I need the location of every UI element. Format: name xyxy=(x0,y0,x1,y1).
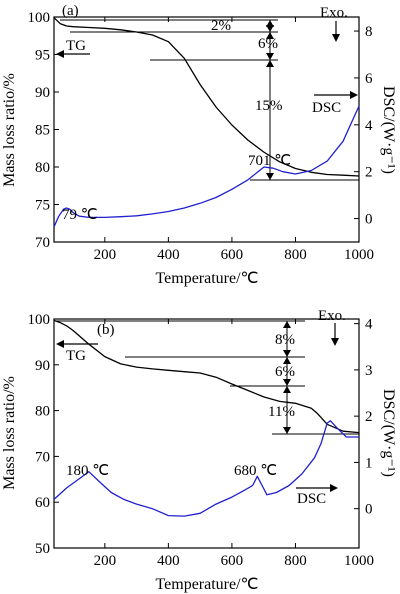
y2-tick-label: 4 xyxy=(365,317,373,333)
series-line-tg xyxy=(53,17,360,177)
annotation-tg: TG xyxy=(66,38,86,54)
annotation-6pct: 6% xyxy=(258,36,278,52)
arrow-head xyxy=(283,357,291,364)
annotation-tg: TG xyxy=(66,348,86,364)
y-tick-label: 80 xyxy=(35,404,50,420)
x-tick-label: 400 xyxy=(157,247,180,263)
x-tick-label: 800 xyxy=(284,247,307,263)
panel-label: (a) xyxy=(62,3,79,19)
annotation-2pct: 2% xyxy=(211,18,231,34)
x-tick-label: 800 xyxy=(284,553,307,569)
dsc-arrow-head xyxy=(350,91,358,99)
y2-tick-label: 6 xyxy=(365,71,373,87)
x-axis-label: Temperature/℃ xyxy=(155,270,258,287)
x-tick-label: 600 xyxy=(221,247,244,263)
x-tick-label: 200 xyxy=(94,553,117,569)
bracket-arrows xyxy=(283,321,291,434)
arrow-head xyxy=(266,60,274,67)
plot-frame xyxy=(53,16,360,243)
bracket-arrows xyxy=(266,20,274,180)
dsc-arrow-head xyxy=(330,484,338,492)
arrow-head xyxy=(283,350,291,357)
y-tick-label: 90 xyxy=(35,85,50,101)
series-line-tg xyxy=(53,319,360,434)
x-tick-label: 200 xyxy=(94,247,117,263)
y-tick-label: 75 xyxy=(35,198,50,214)
arrow-head xyxy=(283,386,291,393)
annotation-6pct: 6% xyxy=(275,364,295,380)
y-tick-label: 50 xyxy=(35,541,50,557)
annotation-11pct: 11% xyxy=(268,404,295,420)
annotation-dsc: DSC xyxy=(297,491,326,507)
arrow-head xyxy=(283,379,291,386)
annotation-701c: 701 ℃ xyxy=(248,153,291,169)
y-axis-label: Mass loss ratio/% xyxy=(1,73,18,187)
annotation-dsc: DSC xyxy=(312,100,341,116)
y-axis-label: Mass loss ratio/% xyxy=(1,376,18,490)
arrow-head xyxy=(283,427,291,434)
series-group xyxy=(53,319,360,517)
arrow-head xyxy=(266,173,274,180)
exo-arrow-head xyxy=(332,34,340,42)
y2-tick-label: 0 xyxy=(365,212,373,228)
annotation-79c: 79 ℃ xyxy=(62,207,98,223)
y2-tick-label: 1 xyxy=(365,455,373,471)
y2-axis-label: DSC/(W·g⁻¹) xyxy=(380,389,397,477)
arrow-head xyxy=(266,53,274,60)
y-tick-label: 95 xyxy=(35,48,50,64)
y-tick-label: 90 xyxy=(35,358,50,374)
y-tick-label: 100 xyxy=(28,10,51,26)
reference-lines xyxy=(56,320,359,435)
y2-tick-label: 0 xyxy=(365,502,373,518)
annotation-15pct: 15% xyxy=(255,98,283,114)
series-line-dsc xyxy=(53,420,359,517)
y2-axis-label: DSC/(W·g⁻¹) xyxy=(380,86,397,174)
x-tick-label: 1000 xyxy=(344,247,374,263)
tg-arrow-head xyxy=(56,50,64,58)
arrow-head xyxy=(266,25,274,32)
y2-tick-label: 2 xyxy=(365,165,373,181)
y-tick-label: 80 xyxy=(35,160,50,176)
y-tick-label: 70 xyxy=(35,235,50,251)
annotation-8pct: 8% xyxy=(275,332,295,348)
annotation-680c: 680 ℃ xyxy=(234,463,277,479)
x-axis-label: Temperature/℃ xyxy=(155,576,258,593)
exo-label: Exo. xyxy=(320,5,348,21)
exo-label: Exo. xyxy=(318,308,346,324)
arrow-head xyxy=(266,32,274,39)
x-tick-label: 1000 xyxy=(344,553,374,569)
series-line-dsc xyxy=(53,105,360,228)
panel-label: (b) xyxy=(97,322,115,338)
series-group xyxy=(53,17,360,228)
x-tick-label: 400 xyxy=(157,553,180,569)
y-tick-label: 85 xyxy=(35,123,50,139)
y2-tick-label: 8 xyxy=(365,24,373,40)
y-tick-label: 70 xyxy=(35,449,50,465)
tg-arrow-head xyxy=(56,340,64,348)
y2-tick-label: 4 xyxy=(365,118,373,134)
y-tick-label: 60 xyxy=(35,495,50,511)
y2-tick-label: 2 xyxy=(365,409,373,425)
arrow-head xyxy=(283,321,291,328)
y-tick-label: 100 xyxy=(28,312,51,328)
exo-arrow-head xyxy=(331,338,339,346)
y2-tick-label: 3 xyxy=(365,363,373,379)
reference-lines xyxy=(60,19,359,181)
annotation-180c: 180 ℃ xyxy=(66,463,109,479)
x-tick-label: 600 xyxy=(221,553,244,569)
